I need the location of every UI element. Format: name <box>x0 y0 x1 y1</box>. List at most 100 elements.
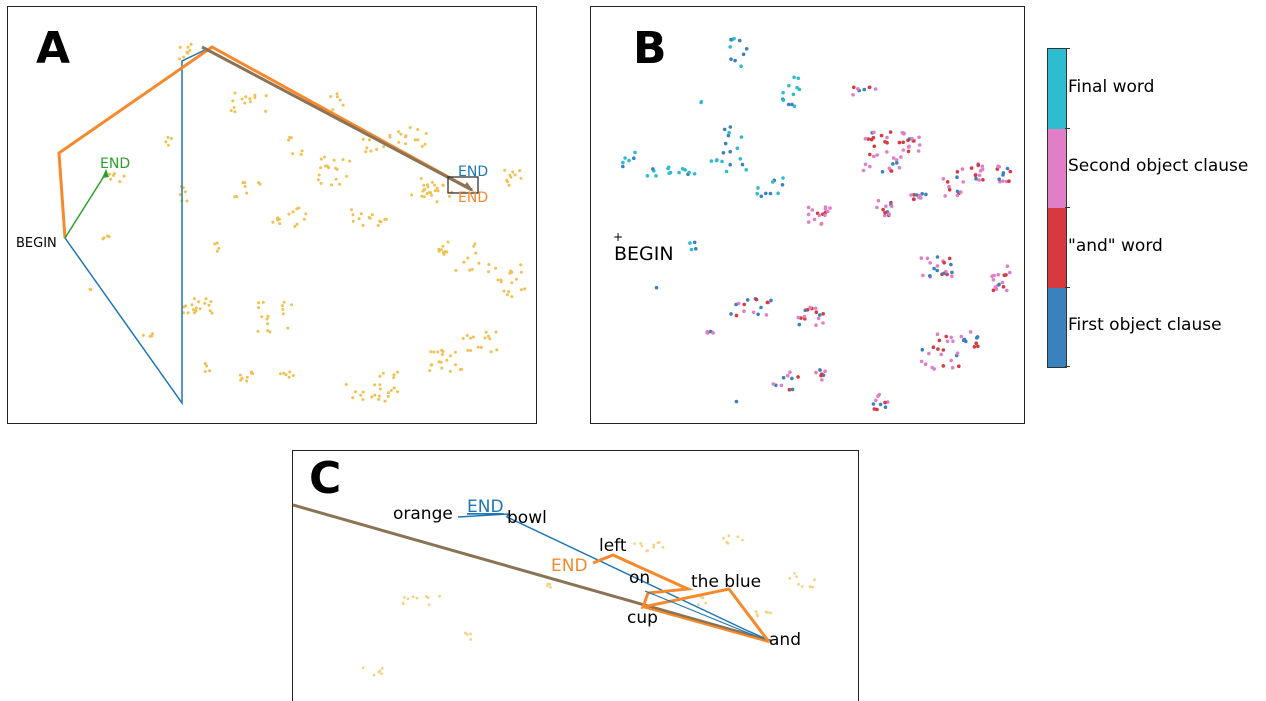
scatter-point <box>304 212 308 216</box>
scatter-point <box>790 387 795 392</box>
scatter-point <box>192 297 196 301</box>
scatter-point <box>423 142 427 146</box>
scatter-point <box>278 372 282 376</box>
scatter-point <box>856 87 860 91</box>
panel-a-blue-trajectory <box>64 48 473 406</box>
scatter-point <box>955 351 960 356</box>
scatter-point <box>429 363 433 367</box>
scatter-point <box>281 307 285 311</box>
scatter-point <box>249 370 253 374</box>
scatter-point <box>788 370 792 375</box>
scatter-point <box>291 152 295 156</box>
scatter-point <box>875 407 879 412</box>
colorbar-segment <box>1048 49 1066 129</box>
scatter-point <box>233 91 237 95</box>
scatter-point <box>461 337 465 340</box>
scatter-point <box>150 334 154 338</box>
scatter-point <box>950 274 954 279</box>
scatter-point <box>945 180 950 184</box>
scatter-point <box>919 359 924 364</box>
scatter-point <box>253 93 257 97</box>
scatter-point <box>955 193 960 198</box>
scatter-point <box>1008 169 1013 174</box>
scatter-point <box>805 308 810 312</box>
scatter-point <box>351 213 355 217</box>
scatter-point <box>981 178 985 182</box>
scatter-point <box>645 549 648 553</box>
scatter-point <box>332 158 336 162</box>
scatter-point <box>338 98 342 102</box>
scatter-point <box>288 135 292 139</box>
scatter-point <box>811 585 814 589</box>
scatter-point <box>744 168 748 172</box>
scatter-point <box>287 212 291 216</box>
scatter-point <box>377 670 381 674</box>
scatter-point <box>935 268 939 273</box>
scatter-point <box>951 339 955 344</box>
scatter-point <box>392 376 396 380</box>
scatter-point <box>692 172 697 176</box>
scatter-point <box>792 104 797 108</box>
scatter-point <box>737 38 742 43</box>
scatter-point <box>968 330 973 334</box>
scatter-point <box>976 163 981 167</box>
scatter-point <box>994 287 999 291</box>
scatter-point <box>426 183 430 187</box>
scatter-point <box>193 311 196 315</box>
scatter-point <box>515 277 518 281</box>
panel-b-letter: B <box>633 23 667 74</box>
scatter-point <box>795 575 798 579</box>
scatter-point <box>1005 166 1010 171</box>
scatter-point <box>814 310 819 315</box>
scatter-point <box>406 597 410 601</box>
scatter-point <box>499 278 503 282</box>
scatter-point <box>373 393 377 397</box>
scatter-point <box>344 383 348 386</box>
scatter-point <box>268 330 272 334</box>
panel-c-word-end-orange: END <box>551 556 588 576</box>
scatter-point <box>910 137 914 141</box>
scatter-point <box>947 188 952 192</box>
scatter-point <box>422 195 426 199</box>
scatter-point <box>727 534 731 538</box>
scatter-point <box>861 168 866 173</box>
scatter-point <box>657 541 661 544</box>
scatter-point <box>808 585 812 589</box>
scatter-point <box>335 95 339 99</box>
scatter-point <box>240 376 244 380</box>
panel-a-orange-trajectory <box>57 45 473 239</box>
scatter-point <box>959 334 964 339</box>
scatter-point <box>376 224 380 227</box>
scatter-point <box>866 137 871 141</box>
scatter-point <box>190 303 194 307</box>
scatter-point <box>976 344 980 349</box>
scatter-point <box>887 212 891 216</box>
scatter-point <box>790 376 794 381</box>
scatter-point <box>324 164 327 168</box>
scatter-point <box>945 272 949 277</box>
scatter-point <box>997 282 1001 287</box>
scatter-point <box>430 180 434 184</box>
scatter-point <box>383 399 387 403</box>
scatter-point <box>435 200 439 204</box>
scatter-point <box>980 167 985 172</box>
scatter-point <box>107 235 111 239</box>
scatter-point <box>729 37 733 42</box>
scatter-point <box>899 155 903 159</box>
scatter-point <box>652 543 656 547</box>
scatter-point <box>819 372 824 377</box>
scatter-point <box>399 132 403 136</box>
scatter-point <box>323 155 327 159</box>
scatter-point <box>632 156 636 160</box>
scatter-point <box>357 217 361 221</box>
scatter-point <box>426 185 430 189</box>
scatter-point <box>1001 173 1005 177</box>
scatter-point <box>891 156 896 160</box>
scatter-point <box>359 212 363 216</box>
scatter-point <box>975 335 980 339</box>
scatter-point <box>519 270 523 274</box>
scatter-point <box>728 149 732 154</box>
scatter-point <box>519 176 523 180</box>
scatter-point <box>359 393 363 397</box>
scatter-point <box>433 189 437 193</box>
